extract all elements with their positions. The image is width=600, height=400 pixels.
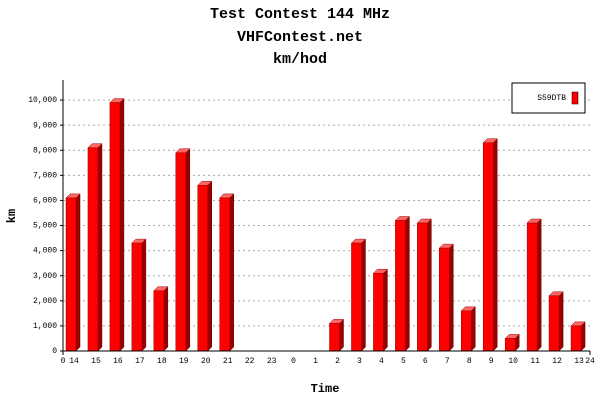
bar (197, 185, 208, 352)
y-axis-label: km (5, 209, 19, 223)
bar-side (580, 321, 586, 352)
bar-side (361, 238, 366, 352)
bar-side (471, 306, 476, 352)
bar-side (97, 143, 103, 352)
x-tick-label: 2 (335, 357, 340, 366)
bar-side (383, 268, 388, 352)
y-tick-label: 4,000 (33, 247, 57, 256)
y-tick-label: 6,000 (33, 197, 57, 206)
bar (461, 310, 472, 352)
y-tick-label: 10,000 (28, 96, 57, 105)
x-tick-label: 0 (61, 357, 66, 366)
legend-box (511, 82, 586, 114)
bar (131, 242, 143, 352)
bar (482, 142, 494, 352)
x-tick-label: 22 (245, 357, 255, 366)
bar-side (163, 286, 169, 352)
x-tick-label: 4 (379, 357, 384, 366)
bar (65, 197, 77, 352)
x-axis-label: Time (311, 382, 340, 396)
y-tick-label: 9,000 (33, 121, 57, 130)
y-tick-label: 7,000 (33, 171, 57, 180)
x-tick-label: 11 (530, 357, 540, 366)
y-tick-label: 8,000 (33, 146, 57, 155)
bar-side (119, 97, 125, 352)
x-tick-label: 18 (157, 357, 167, 366)
legend-label: S59DTB (537, 94, 566, 103)
x-tick-label: 12 (552, 357, 562, 366)
x-tick-label: 6 (423, 357, 428, 366)
bar (548, 295, 560, 352)
chart-title: Test Contest 144 MHz (210, 6, 390, 23)
x-tick-label: 14 (69, 357, 79, 366)
bar-side (427, 218, 432, 352)
bar-side (339, 318, 344, 352)
bar (109, 102, 121, 352)
x-tick-label: 1 (313, 357, 318, 366)
x-tick-label: 16 (113, 357, 123, 366)
bar-side (141, 238, 147, 352)
x-tick-label: 13 (574, 357, 584, 366)
bar-side (75, 193, 81, 352)
bar (87, 147, 99, 352)
x-tick-label: 3 (357, 357, 362, 366)
x-tick-label: 10 (508, 357, 518, 366)
x-tick-label: 15 (91, 357, 101, 366)
x-tick-label: 19 (179, 357, 189, 366)
legend-swatch (571, 91, 579, 105)
bar (373, 272, 384, 352)
x-tick-label: 24 (585, 357, 595, 366)
x-tick-label: 5 (401, 357, 406, 366)
bar (570, 325, 582, 352)
y-tick-label: 3,000 (33, 272, 57, 281)
y-tick-label: 1,000 (33, 322, 57, 331)
bar-side (185, 148, 191, 352)
bar (153, 290, 165, 352)
x-tick-label: 0 (291, 357, 296, 366)
bar-side (536, 218, 542, 352)
y-tick-label: 5,000 (33, 222, 57, 231)
chart-subtitle: km/hod (273, 51, 327, 68)
bar-side (229, 193, 234, 352)
bar-side (492, 138, 498, 352)
x-tick-label: 20 (201, 357, 211, 366)
bar (351, 242, 362, 352)
x-tick-label: 7 (445, 357, 450, 366)
x-tick-label: 23 (267, 357, 277, 366)
x-tick-label: 9 (489, 357, 494, 366)
x-tick-label: 17 (135, 357, 145, 366)
bar (219, 197, 230, 352)
y-tick-label: 0 (52, 347, 57, 356)
x-tick-label: 21 (223, 357, 233, 366)
bar-side (449, 243, 454, 352)
x-tick-label: 8 (467, 357, 472, 366)
y-tick-label: 2,000 (33, 297, 57, 306)
bar (417, 222, 428, 352)
bar (329, 323, 340, 352)
bar (175, 152, 187, 352)
bar-side (405, 215, 410, 352)
bar (504, 338, 516, 352)
bar (526, 222, 538, 352)
bar-side (558, 291, 564, 352)
bar-side (207, 180, 212, 352)
bar (395, 220, 406, 352)
chart-subtitle: VHFContest.net (237, 29, 363, 46)
bar (439, 247, 450, 352)
